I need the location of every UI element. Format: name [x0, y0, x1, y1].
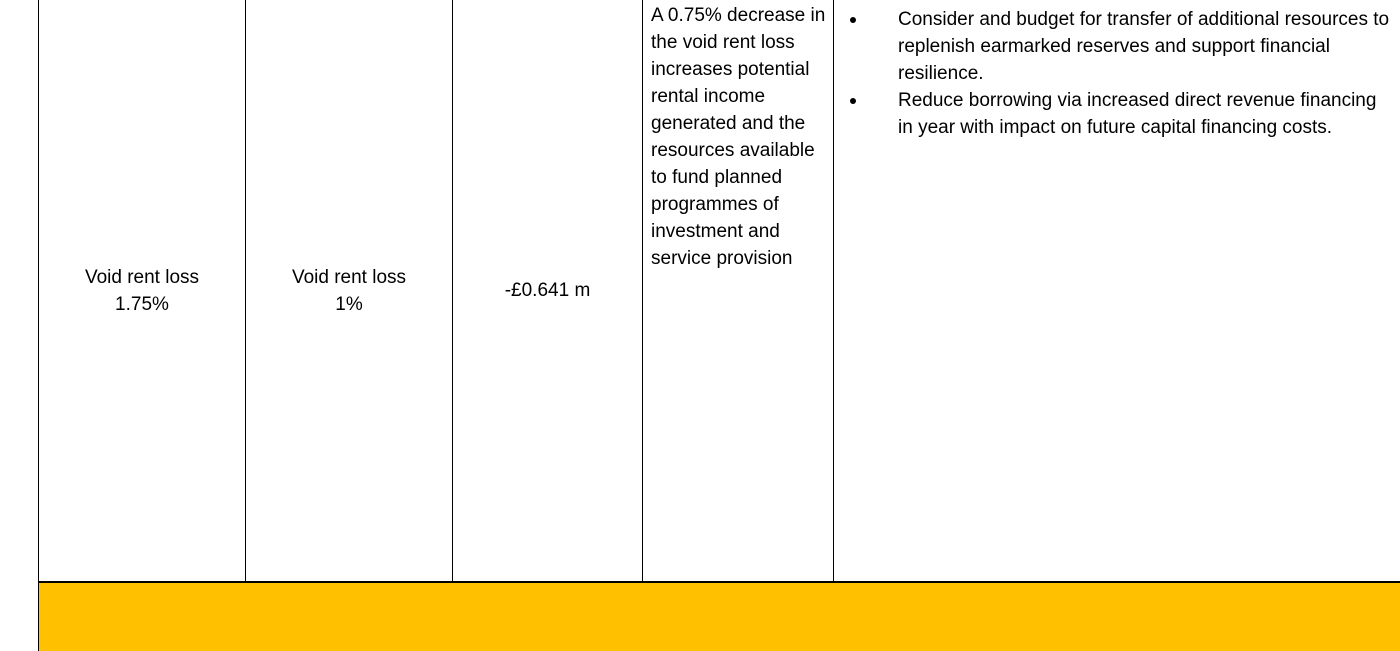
border: [38, 0, 39, 582]
cell: Void rent loss 1.75%: [84, 266, 200, 315]
cell: Consider and budget for transfer of addi…: [834, 6, 1400, 141]
cell: -£0.641 m: [504, 280, 591, 301]
border: [642, 0, 643, 582]
border: [245, 0, 246, 582]
bullet: Consider and budget for transfer of addi…: [834, 6, 1394, 87]
border: [833, 0, 834, 582]
cell: A 0.75% decrease in the void rent loss i…: [651, 5, 826, 269]
bullet: Reduce borrowing via increased direct re…: [834, 87, 1394, 141]
border: [452, 0, 453, 582]
bullet-list: Consider and budget for transfer of addi…: [834, 6, 1394, 141]
border: [38, 581, 1400, 583]
cell: Void rent loss 1%: [291, 266, 407, 315]
highlight-row: [38, 583, 1400, 651]
